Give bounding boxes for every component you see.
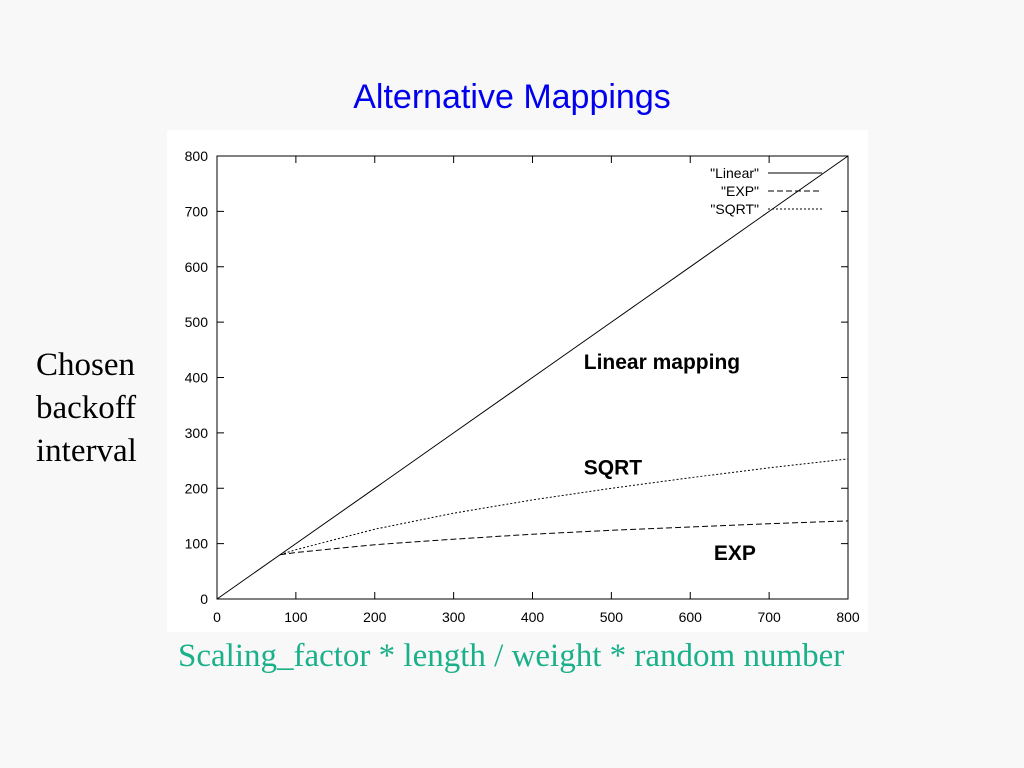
annotation-label: SQRT: [584, 456, 643, 479]
y-tick-label: 500: [185, 314, 209, 330]
x-tick-label: 0: [213, 609, 221, 625]
line-chart: 0 100 200 300 400 500 600 700 800 0 100 200 300 400 50…: [185, 148, 860, 625]
series-line-1: [280, 520, 849, 556]
y-tick-label: 200: [185, 480, 209, 496]
series-line-0: [216, 155, 849, 600]
x-tick-label: 300: [442, 609, 466, 625]
x-tick-label: 500: [600, 609, 624, 625]
legend-label: "SQRT": [710, 201, 759, 217]
y-tick-label: 100: [185, 536, 209, 552]
y-tick-label: 300: [185, 425, 209, 441]
x-tick-label: 600: [679, 609, 703, 625]
chart-panel: 0 100 200 300 400 500 600 700 800 0 100 200 300 400 50…: [167, 130, 868, 632]
y-tick-label: 600: [185, 259, 209, 275]
y-tick-label: 0: [200, 591, 208, 607]
legend-label: "EXP": [721, 183, 759, 199]
y-axis-caption-line-3: interval: [36, 433, 137, 469]
x-axis-caption: Scaling_factor * length / weight * rando…: [178, 638, 845, 674]
y-axis-caption: Chosen backoff interval: [36, 344, 137, 473]
slide-title: Alternative Mappings: [353, 78, 671, 116]
x-tick-label: 200: [363, 609, 387, 625]
y-axis-caption-line-1: Chosen: [36, 347, 135, 383]
annotation-label: EXP: [714, 542, 756, 565]
y-tick-label: 700: [185, 203, 209, 219]
y-tick-label: 800: [185, 148, 209, 164]
annotation-label: Linear mapping: [584, 351, 740, 374]
x-tick-label: 100: [284, 609, 308, 625]
y-tick-label: 400: [185, 370, 209, 386]
series-line-2: [279, 458, 849, 556]
y-axis-caption-line-2: backoff: [36, 390, 137, 426]
x-tick-label: 800: [836, 609, 860, 625]
legend-label: "Linear": [710, 165, 759, 181]
x-tick-label: 400: [521, 609, 545, 625]
x-tick-label: 700: [757, 609, 781, 625]
